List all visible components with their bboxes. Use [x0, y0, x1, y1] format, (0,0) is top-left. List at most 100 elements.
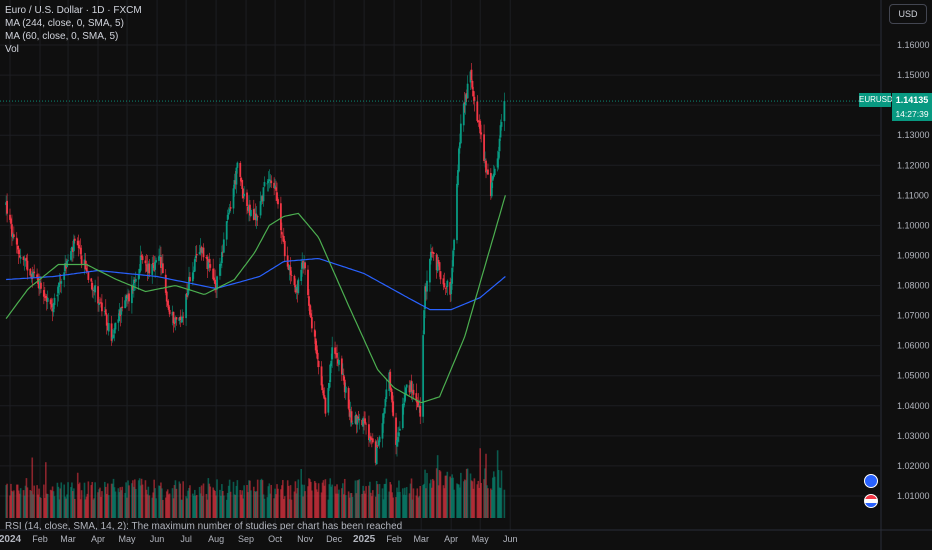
y-tick-label: 1.16000	[897, 40, 930, 50]
volume-bar	[375, 481, 378, 518]
candle-body	[113, 328, 116, 334]
volume-bar	[419, 485, 422, 518]
volume-bar	[9, 495, 11, 518]
globe-icon[interactable]	[864, 474, 878, 488]
volume-bar	[235, 485, 238, 518]
volume-bar	[431, 487, 433, 518]
volume-bar	[38, 488, 40, 518]
candle-body	[178, 317, 181, 321]
candle-body	[470, 69, 473, 81]
x-tick-label: Feb	[386, 534, 402, 544]
volume-bar	[493, 476, 496, 518]
volume-bar	[182, 481, 184, 518]
candle-body	[60, 281, 63, 284]
y-tick-label: 1.01000	[897, 491, 930, 501]
volume-bar	[399, 491, 401, 518]
volume-bar	[64, 496, 66, 518]
volume-bar	[435, 468, 438, 518]
candle-body	[132, 279, 135, 292]
volume-bar	[5, 485, 7, 518]
currency-button[interactable]: USD	[889, 4, 927, 24]
volume-bar	[71, 482, 73, 518]
volume-bar	[442, 485, 445, 518]
volume-bar	[134, 489, 137, 518]
volume-bar	[104, 486, 107, 518]
candle-body	[76, 240, 79, 246]
volume-bar	[128, 485, 130, 518]
volume-bar	[208, 483, 211, 518]
volume-bar	[56, 482, 59, 518]
volume-bar	[227, 485, 230, 518]
volume-bar	[343, 478, 346, 518]
candle-body	[72, 239, 75, 252]
candle-body	[248, 205, 250, 212]
candle-body	[309, 304, 311, 315]
candle-body	[114, 322, 117, 330]
candle-body	[453, 239, 455, 251]
volume-bar	[478, 487, 481, 518]
volume-bar	[356, 480, 359, 518]
candle-body	[227, 212, 230, 215]
volume-bar	[148, 495, 151, 518]
volume-bar	[59, 488, 62, 518]
candle-body	[226, 214, 229, 220]
candle-body	[469, 71, 472, 83]
volume-bar	[40, 497, 42, 518]
volume-bar	[309, 479, 311, 518]
candle-body	[139, 255, 142, 271]
candle-body	[9, 214, 11, 220]
volume-bar	[6, 483, 8, 518]
candle-body	[411, 391, 414, 394]
volume-bar	[206, 499, 209, 518]
legend-ma60[interactable]: MA (60, close, 0, SMA, 5)	[5, 31, 119, 42]
candle-body	[46, 297, 49, 302]
volume-bar	[310, 481, 312, 518]
candle-body	[340, 358, 343, 375]
candle-body	[50, 303, 53, 308]
candle-body	[408, 385, 411, 393]
volume-bar	[223, 495, 225, 518]
candle-body	[229, 207, 232, 209]
volume-bar	[263, 498, 266, 518]
legend-ma244[interactable]: MA (244, close, 0, SMA, 5)	[5, 18, 124, 29]
candle-body	[38, 283, 40, 289]
volume-bar	[171, 488, 174, 518]
flag-icon[interactable]	[864, 494, 878, 508]
volume-bar	[397, 492, 399, 518]
candle-body	[425, 286, 427, 292]
volume-bar	[79, 499, 82, 518]
candle-body	[65, 263, 68, 269]
legend-symbol[interactable]: Euro / U.S. Dollar · 1D · FXCM	[5, 5, 142, 16]
candle-body	[422, 335, 425, 417]
candle-body	[172, 311, 175, 323]
y-tick-label: 1.05000	[897, 371, 930, 381]
volume-bar	[67, 482, 69, 518]
candle-body	[397, 437, 399, 442]
volume-bar	[70, 487, 72, 518]
volume-bar	[113, 487, 116, 518]
volume-bar	[321, 482, 324, 518]
candle-body	[377, 440, 380, 446]
candle-body	[240, 177, 243, 182]
volume-bar	[241, 490, 243, 518]
volume-bar	[330, 486, 333, 518]
candle-body	[268, 179, 271, 182]
volume-bar	[233, 494, 236, 518]
volume-bar	[344, 495, 347, 518]
candle-body	[324, 397, 327, 414]
volume-bar	[378, 484, 381, 518]
volume-bar	[443, 488, 446, 518]
candle-body	[138, 268, 141, 274]
volume-bar	[29, 490, 32, 518]
volume-bar	[84, 499, 87, 518]
volume-bar	[377, 493, 380, 518]
candle-body	[137, 274, 140, 280]
volume-bar	[104, 481, 106, 518]
legend-volume[interactable]: Vol	[5, 44, 19, 55]
volume-bar	[23, 495, 26, 518]
candle-body	[97, 286, 99, 304]
candle-body	[479, 120, 482, 134]
volume-bar	[153, 479, 155, 518]
candle-body	[11, 224, 13, 237]
